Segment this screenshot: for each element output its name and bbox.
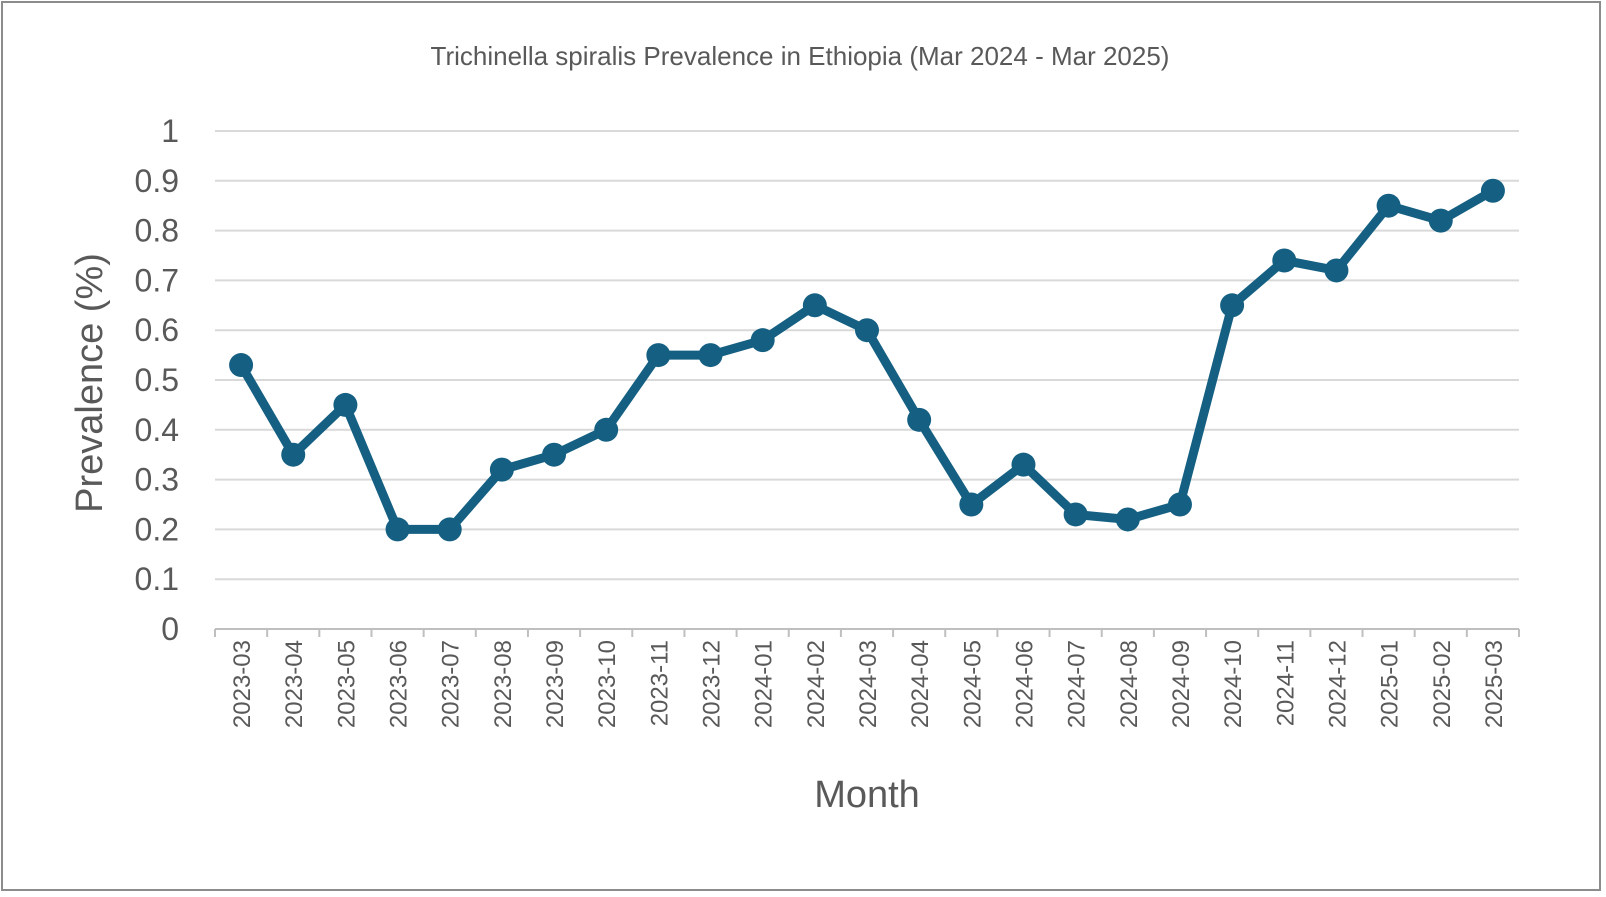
data-point	[1480, 178, 1505, 203]
x-tick-label: 2023-11	[646, 640, 673, 726]
data-point	[1272, 248, 1297, 273]
x-tick-label: 2024-09	[1168, 640, 1195, 728]
data-point	[1115, 507, 1140, 532]
x-tick-label: 2024-08	[1116, 640, 1143, 728]
data-point	[1220, 293, 1245, 318]
x-tick-label: 2023-03	[229, 640, 256, 728]
x-tick-label: 2024-03	[855, 640, 882, 728]
x-tick-label: 2023-04	[281, 640, 308, 728]
y-tick-label: 0.1	[135, 561, 179, 597]
x-tick-label: 2024-05	[959, 640, 986, 728]
x-axis-ticks: 2023-03 2023-04 2023-05 2023-06 2023-07 2023-…	[229, 640, 1508, 728]
y-tick-label: 0.9	[135, 163, 179, 199]
x-tick-label: 2023-07	[438, 640, 465, 728]
data-point	[907, 407, 932, 432]
y-tick-label: 0.8	[135, 213, 179, 249]
y-tick-label: 0.3	[135, 462, 179, 498]
x-tick-label: 2024-06	[1011, 640, 1038, 728]
x-tick-label: 2024-04	[907, 640, 934, 728]
data-point	[489, 457, 514, 482]
data-point	[959, 492, 984, 517]
data-point	[229, 353, 254, 378]
data-point	[437, 517, 462, 542]
data-point	[802, 293, 827, 318]
data-point	[281, 442, 306, 467]
y-tick-label: 0	[161, 611, 179, 647]
data-point	[1063, 502, 1088, 527]
chart-title: Trichinella spiralis Prevalence in Ethio…	[431, 41, 1170, 71]
data-point	[855, 318, 879, 343]
data-point	[542, 442, 567, 467]
y-axis-label: Prevalence (%)	[69, 253, 111, 513]
y-tick-label: 0.7	[135, 262, 179, 298]
x-tick-label: 2023-08	[490, 640, 517, 728]
x-tick-label: 2024-07	[1064, 640, 1091, 728]
data-point	[698, 343, 723, 368]
x-tick-label: 2025-02	[1429, 640, 1456, 728]
data-point	[646, 343, 671, 368]
x-axis	[214, 628, 1520, 637]
x-tick-label: 2023-09	[542, 640, 569, 728]
data-point	[385, 517, 410, 542]
y-tick-label: 0.6	[135, 312, 179, 348]
y-tick-label: 1	[161, 113, 179, 149]
data-point	[1324, 258, 1349, 283]
data-point	[333, 392, 358, 417]
x-tick-label: 2024-01	[751, 640, 778, 728]
x-tick-label: 2025-03	[1481, 640, 1508, 728]
data-point	[1428, 208, 1453, 233]
x-tick-label: 2024-12	[1324, 640, 1351, 728]
data-point	[1376, 193, 1401, 218]
x-tick-label: 2023-05	[333, 640, 360, 728]
x-tick-label: 2023-12	[699, 640, 726, 728]
x-axis-label: Month	[814, 774, 920, 816]
x-tick-label: 2024-02	[803, 640, 830, 728]
x-tick-label: 2025-01	[1377, 640, 1404, 728]
data-point	[750, 328, 775, 353]
y-tick-label: 0.4	[135, 412, 179, 448]
y-tick-label: 0.2	[135, 511, 179, 547]
series-group	[229, 178, 1505, 542]
x-tick-label: 2023-10	[594, 640, 621, 728]
x-tick-label: 2024-10	[1220, 640, 1247, 728]
gridlines	[215, 130, 1519, 581]
x-tick-label: 2024-11	[1272, 640, 1299, 726]
y-axis-ticks: 0 0.1 0.2 0.3 0.4 0.5 0.6 0.7 0.8 0.9 1	[135, 113, 179, 647]
x-tick-label: 2023-06	[386, 640, 413, 728]
y-tick-label: 0.5	[135, 362, 179, 398]
data-point	[1011, 452, 1036, 477]
line-chart: Trichinella spiralis Prevalence in Ethio…	[69, 41, 1520, 816]
data-point	[1167, 492, 1192, 517]
data-point	[594, 417, 619, 442]
